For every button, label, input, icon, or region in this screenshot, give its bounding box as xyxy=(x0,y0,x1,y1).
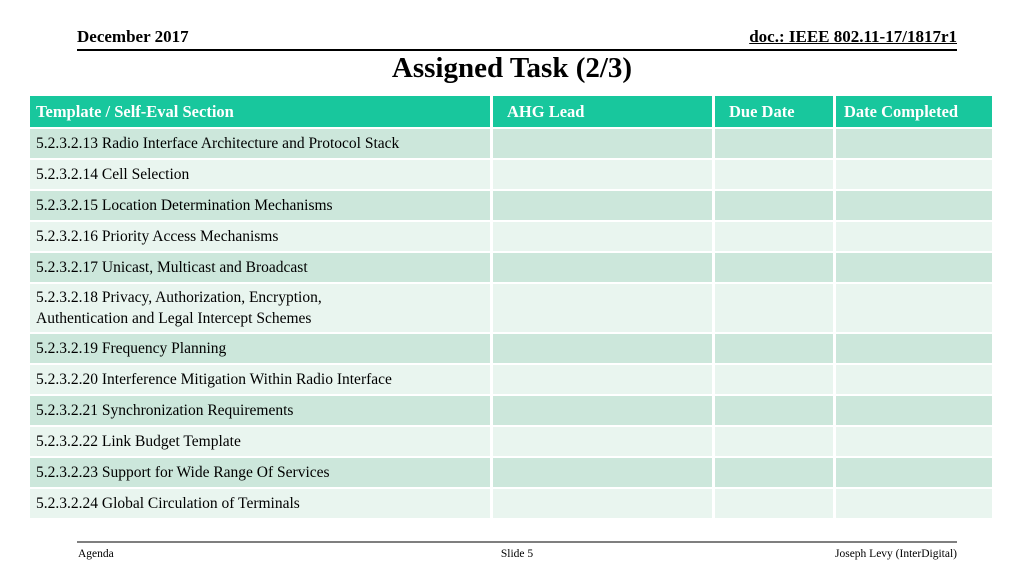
ahg-lead-cell xyxy=(493,489,712,518)
date-completed-cell xyxy=(836,458,992,487)
header-doc-number: doc.: IEEE 802.11-17/1817r1 xyxy=(749,27,957,46)
due-date-cell xyxy=(715,427,833,456)
ahg-lead-cell xyxy=(493,253,712,282)
table-row: 5.2.3.2.15 Location Determination Mechan… xyxy=(30,191,992,220)
ahg-lead-cell xyxy=(493,191,712,220)
due-date-cell xyxy=(715,129,833,158)
table-row: 5.2.3.2.23 Support for Wide Range Of Ser… xyxy=(30,458,992,487)
due-date-cell xyxy=(715,284,833,332)
date-completed-cell xyxy=(836,191,992,220)
section-cell: 5.2.3.2.20 Interference Mitigation Withi… xyxy=(30,365,490,394)
table-row: 5.2.3.2.24 Global Circulation of Termina… xyxy=(30,489,992,518)
table-row: 5.2.3.2.22 Link Budget Template xyxy=(30,427,992,456)
table-row: 5.2.3.2.16 Priority Access Mechanisms xyxy=(30,222,992,251)
ahg-lead-cell xyxy=(493,458,712,487)
column-header-date-completed: Date Completed xyxy=(836,96,992,127)
date-completed-cell xyxy=(836,489,992,518)
section-cell: 5.2.3.2.16 Priority Access Mechanisms xyxy=(30,222,490,251)
section-cell: 5.2.3.2.22 Link Budget Template xyxy=(30,427,490,456)
date-completed-cell xyxy=(836,396,992,425)
footer-agenda: Agenda xyxy=(78,548,114,560)
due-date-cell xyxy=(715,396,833,425)
due-date-cell xyxy=(715,365,833,394)
due-date-cell xyxy=(715,222,833,251)
ahg-lead-cell xyxy=(493,427,712,456)
slide-header: December 2017 doc.: IEEE 802.11-17/1817r… xyxy=(77,27,957,51)
section-cell: 5.2.3.2.21 Synchronization Requirements xyxy=(30,396,490,425)
ahg-lead-cell xyxy=(493,284,712,332)
table-row: 5.2.3.2.14 Cell Selection xyxy=(30,160,992,189)
date-completed-cell xyxy=(836,129,992,158)
ahg-lead-cell xyxy=(493,160,712,189)
column-header-due-date: Due Date xyxy=(715,96,833,127)
section-cell: 5.2.3.2.23 Support for Wide Range Of Ser… xyxy=(30,458,490,487)
table-row: 5.2.3.2.21 Synchronization Requirements xyxy=(30,396,992,425)
due-date-cell xyxy=(715,334,833,363)
section-cell: 5.2.3.2.17 Unicast, Multicast and Broadc… xyxy=(30,253,490,282)
table-row: 5.2.3.2.18 Privacy, Authorization, Encry… xyxy=(30,284,992,332)
section-cell: 5.2.3.2.14 Cell Selection xyxy=(30,160,490,189)
date-completed-cell xyxy=(836,284,992,332)
table-row: 5.2.3.2.20 Interference Mitigation Withi… xyxy=(30,365,992,394)
column-header-ahg-lead: AHG Lead xyxy=(493,96,712,127)
due-date-cell xyxy=(715,160,833,189)
table-header-row: Template / Self-Eval Section AHG Lead Du… xyxy=(30,96,992,127)
section-cell: 5.2.3.2.15 Location Determination Mechan… xyxy=(30,191,490,220)
date-completed-cell xyxy=(836,160,992,189)
page-title: Assigned Task (2/3) xyxy=(391,52,633,84)
date-completed-cell xyxy=(836,253,992,282)
ahg-lead-cell xyxy=(493,365,712,394)
slide-footer: Agenda Slide 5 Joseph Levy (InterDigital… xyxy=(77,541,957,560)
ahg-lead-cell xyxy=(493,396,712,425)
date-completed-cell xyxy=(836,334,992,363)
due-date-cell xyxy=(715,489,833,518)
section-cell: 5.2.3.2.13 Radio Interface Architecture … xyxy=(30,129,490,158)
ahg-lead-cell xyxy=(493,334,712,363)
table-row: 5.2.3.2.13 Radio Interface Architecture … xyxy=(30,129,992,158)
date-completed-cell xyxy=(836,365,992,394)
due-date-cell xyxy=(715,253,833,282)
section-cell: 5.2.3.2.18 Privacy, Authorization, Encry… xyxy=(30,284,490,332)
due-date-cell xyxy=(715,458,833,487)
footer-author: Joseph Levy (InterDigital) xyxy=(835,548,957,560)
column-header-section: Template / Self-Eval Section xyxy=(30,96,490,127)
date-completed-cell xyxy=(836,222,992,251)
ahg-lead-cell xyxy=(493,129,712,158)
table-row: 5.2.3.2.17 Unicast, Multicast and Broadc… xyxy=(30,253,992,282)
assigned-task-table: Template / Self-Eval Section AHG Lead Du… xyxy=(30,96,992,518)
due-date-cell xyxy=(715,191,833,220)
header-date: December 2017 xyxy=(77,27,189,46)
ahg-lead-cell xyxy=(493,222,712,251)
footer-slide-number: Slide 5 xyxy=(500,548,534,560)
section-cell: 5.2.3.2.24 Global Circulation of Termina… xyxy=(30,489,490,518)
date-completed-cell xyxy=(836,427,992,456)
section-cell: 5.2.3.2.19 Frequency Planning xyxy=(30,334,490,363)
table-row: 5.2.3.2.19 Frequency Planning xyxy=(30,334,992,363)
